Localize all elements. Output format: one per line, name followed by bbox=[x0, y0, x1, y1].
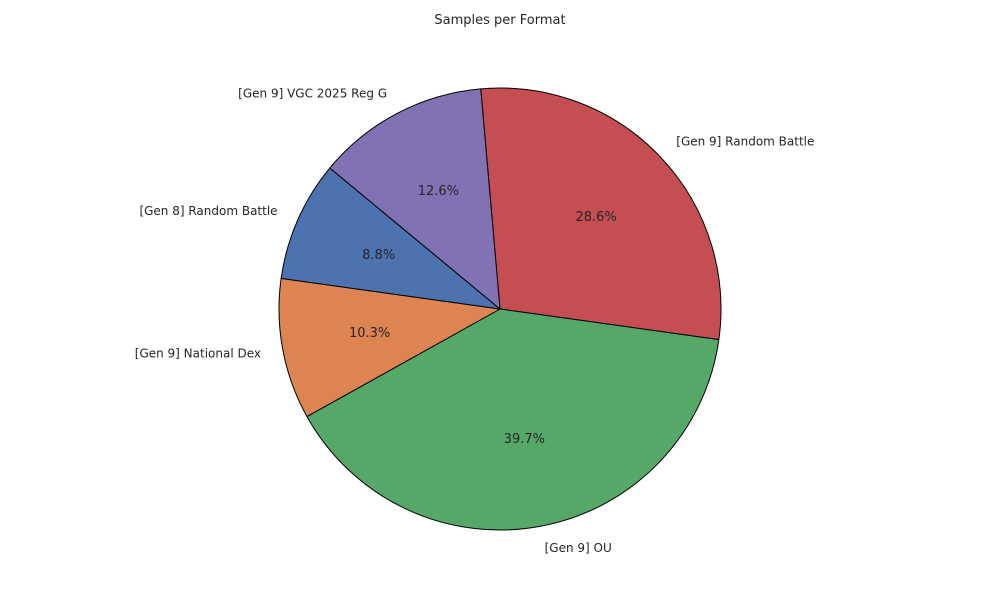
slice-category-label: [Gen 9] OU bbox=[545, 541, 612, 555]
slice-category-label: [Gen 9] National Dex bbox=[135, 347, 261, 361]
slice-percent-label: 12.6% bbox=[418, 184, 459, 199]
slice-percent-label: 10.3% bbox=[349, 326, 390, 341]
pie-percent-labels: 28.6% 39.7% 10.3% 8.8% 12.6% bbox=[349, 184, 617, 447]
pie-slice bbox=[280, 167, 501, 310]
slice-category-label: [Gen 8] Random Battle bbox=[139, 204, 277, 218]
pie-category-labels: [Gen 9] Random Battle [Gen 9] OU [Gen 9] N… bbox=[135, 87, 815, 555]
pie-slice bbox=[306, 308, 720, 531]
slice-category-label: [Gen 9] VGC 2025 Reg G bbox=[238, 87, 387, 101]
pie-slice bbox=[278, 277, 501, 418]
chart-title: Samples per Format bbox=[434, 13, 565, 28]
slice-category-label: [Gen 9] Random Battle bbox=[676, 135, 814, 149]
pie-slice bbox=[329, 88, 501, 310]
slice-percent-label: 39.7% bbox=[504, 432, 545, 447]
slice-percent-label: 28.6% bbox=[575, 210, 616, 225]
pie-slice bbox=[480, 87, 722, 341]
pie-slices bbox=[278, 87, 722, 531]
slice-percent-label: 8.8% bbox=[362, 248, 395, 263]
